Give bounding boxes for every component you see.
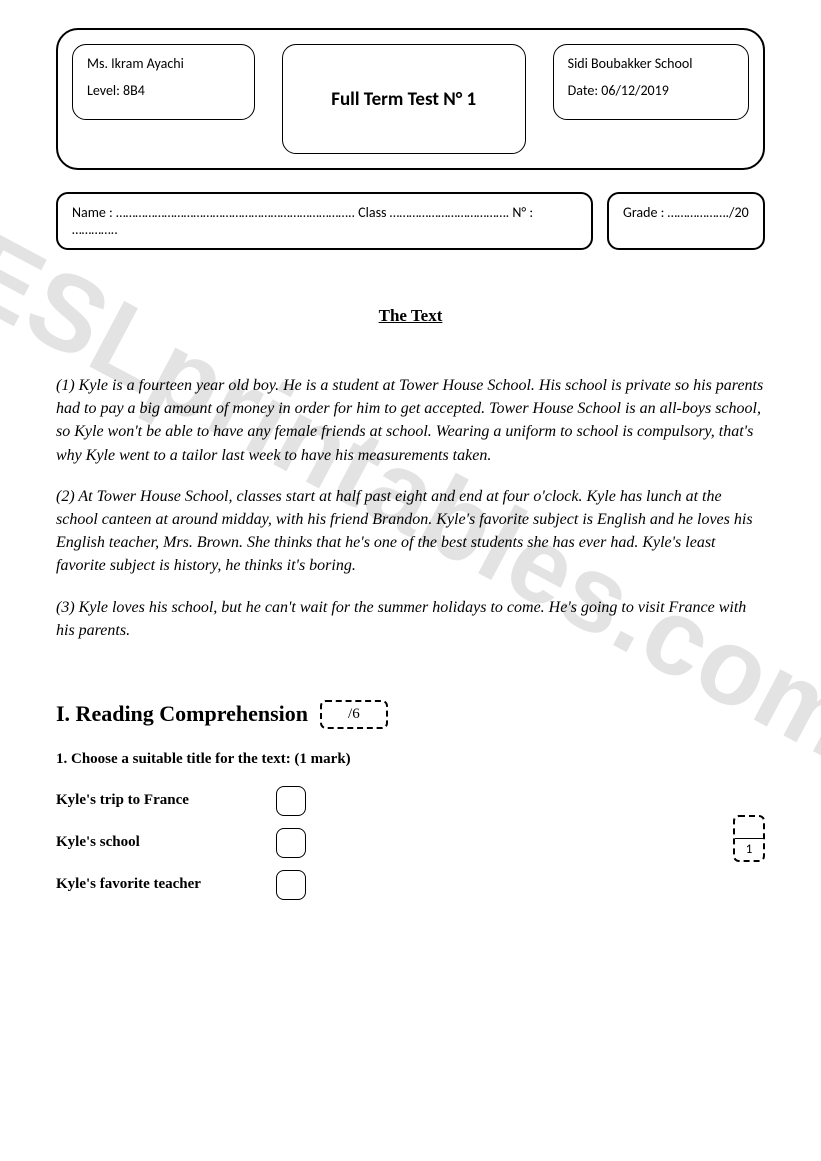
header-center-box: Full Term Test N° 1 <box>282 44 526 154</box>
header-right-box: Sidi Boubakker School Date: 06/12/2019 <box>553 44 749 120</box>
option-1-checkbox[interactable] <box>276 786 306 816</box>
date-label: Date: 06/12/2019 <box>568 82 734 99</box>
question-1-prompt: 1. Choose a suitable title for the text:… <box>56 751 765 768</box>
student-info-row: Name : ……………………………………………………………….. Class … <box>56 192 765 250</box>
paragraph-2: (2) At Tower House School, classes start… <box>56 485 765 578</box>
grade-box[interactable]: Grade : ………………./20 <box>607 192 765 250</box>
option-2-label: Kyle's school <box>56 834 276 851</box>
school-name: Sidi Boubakker School <box>568 55 734 72</box>
option-row-2: Kyle's school <box>56 828 765 858</box>
header-container: Ms. Ikram Ayachi Level: 8B4 Full Term Te… <box>56 28 765 170</box>
teacher-name: Ms. Ikram Ayachi <box>87 55 240 72</box>
paragraph-3: (3) Kyle loves his school, but he can't … <box>56 596 765 642</box>
reading-score-box: /6 <box>320 700 388 729</box>
option-row-3: Kyle's favorite teacher <box>56 870 765 900</box>
option-3-checkbox[interactable] <box>276 870 306 900</box>
page-number-top <box>735 817 763 839</box>
option-row-1: Kyle's trip to France <box>56 786 765 816</box>
header-left-box: Ms. Ikram Ayachi Level: 8B4 <box>72 44 255 120</box>
reading-comprehension-row: I. Reading Comprehension /6 <box>56 700 765 729</box>
page-number-box: 1 <box>733 815 765 862</box>
option-1-label: Kyle's trip to France <box>56 792 276 809</box>
test-title: Full Term Test N° 1 <box>331 88 476 111</box>
reading-comprehension-heading: I. Reading Comprehension <box>56 701 308 727</box>
level-label: Level: 8B4 <box>87 82 240 99</box>
page-number-value: 1 <box>735 839 763 860</box>
text-section-heading: The Text <box>56 306 765 326</box>
page: ESLprintables.com Ms. Ikram Ayachi Level… <box>0 0 821 952</box>
option-3-label: Kyle's favorite teacher <box>56 876 276 893</box>
name-class-box[interactable]: Name : ……………………………………………………………….. Class … <box>56 192 593 250</box>
option-2-checkbox[interactable] <box>276 828 306 858</box>
paragraph-1: (1) Kyle is a fourteen year old boy. He … <box>56 374 765 467</box>
